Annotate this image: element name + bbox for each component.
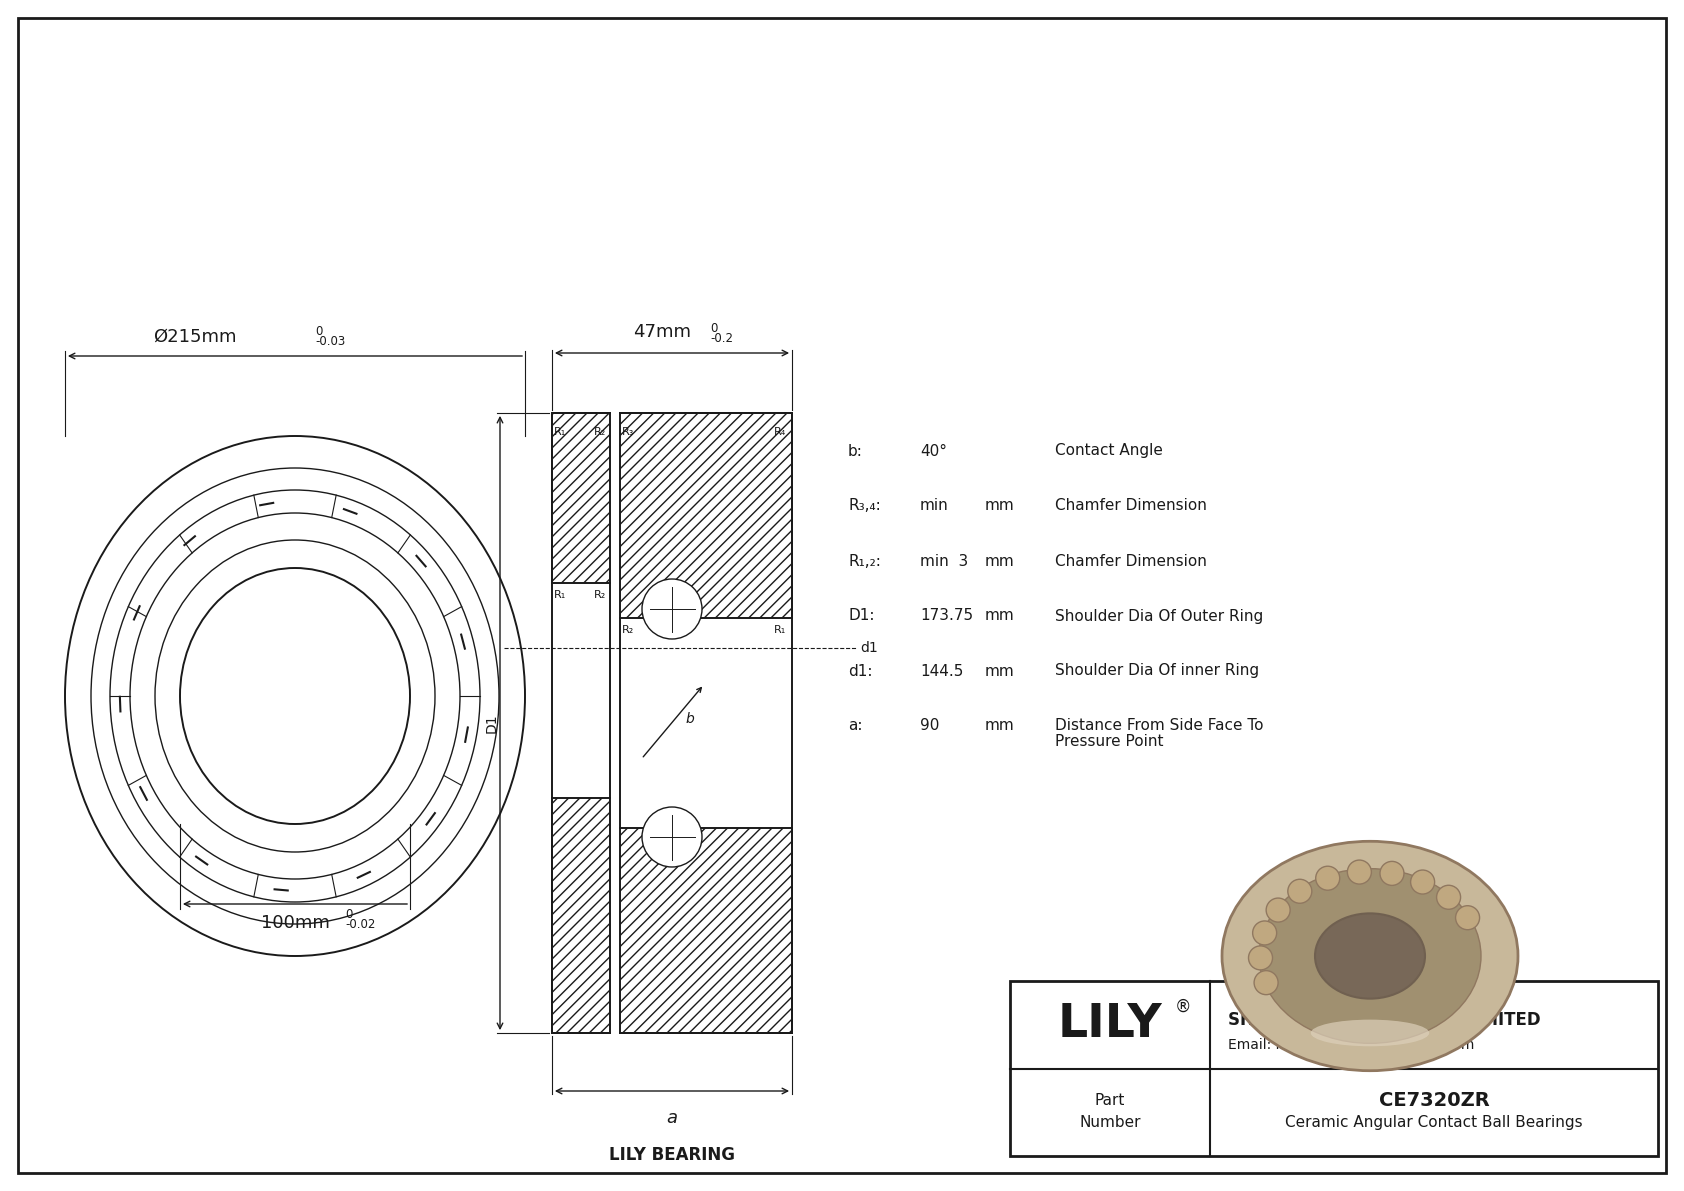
Ellipse shape (1310, 1019, 1430, 1046)
Text: min  3: min 3 (919, 554, 968, 568)
Text: mm: mm (985, 663, 1015, 679)
Text: Pressure Point: Pressure Point (1054, 735, 1164, 749)
Ellipse shape (1223, 841, 1517, 1071)
Text: a: a (667, 1109, 677, 1127)
Text: Shoulder Dia Of inner Ring: Shoulder Dia Of inner Ring (1054, 663, 1260, 679)
Polygon shape (552, 798, 610, 1033)
Text: D1: D1 (485, 713, 498, 732)
Text: ®: ® (1175, 998, 1192, 1016)
Text: Chamfer Dimension: Chamfer Dimension (1054, 499, 1207, 513)
Circle shape (1455, 905, 1480, 930)
Text: a:: a: (849, 718, 862, 734)
Text: Chamfer Dimension: Chamfer Dimension (1054, 554, 1207, 568)
Text: Shoulder Dia Of Outer Ring: Shoulder Dia Of Outer Ring (1054, 609, 1263, 624)
Text: mm: mm (985, 554, 1015, 568)
Text: 0: 0 (315, 325, 322, 338)
Text: Email: lilybearing@lily-bearing.com: Email: lilybearing@lily-bearing.com (1228, 1039, 1475, 1052)
Text: d1:: d1: (849, 663, 872, 679)
Polygon shape (552, 413, 610, 584)
Text: LILY BEARING: LILY BEARING (610, 1146, 734, 1164)
Text: Part: Part (1095, 1093, 1125, 1108)
Text: -0.02: -0.02 (345, 918, 376, 931)
Text: 40°: 40° (919, 443, 946, 459)
Text: R₃: R₃ (621, 428, 635, 437)
Polygon shape (620, 828, 791, 1033)
Text: CE7320ZR: CE7320ZR (1379, 1091, 1489, 1110)
Text: mm: mm (985, 718, 1015, 734)
Text: R₁: R₁ (554, 590, 566, 600)
Text: R₄: R₄ (775, 428, 786, 437)
Circle shape (642, 579, 702, 640)
Circle shape (1315, 866, 1340, 890)
Circle shape (1248, 946, 1273, 969)
Text: min: min (919, 499, 948, 513)
Text: Distance From Side Face To: Distance From Side Face To (1054, 718, 1263, 734)
Ellipse shape (1315, 913, 1425, 998)
Circle shape (642, 807, 702, 867)
Text: Number: Number (1079, 1115, 1140, 1130)
Text: -0.03: -0.03 (315, 335, 345, 348)
Circle shape (1255, 971, 1278, 994)
Text: SHANGHAI LILY BEARING LIMITED: SHANGHAI LILY BEARING LIMITED (1228, 1011, 1541, 1029)
Polygon shape (620, 413, 791, 618)
Text: d1: d1 (861, 641, 877, 655)
Text: R₃,₄:: R₃,₄: (849, 499, 881, 513)
Text: mm: mm (985, 609, 1015, 624)
Text: R₂: R₂ (594, 428, 606, 437)
Text: Contact Angle: Contact Angle (1054, 443, 1164, 459)
Text: R₁: R₁ (554, 428, 566, 437)
Text: 47mm: 47mm (633, 323, 690, 341)
Text: R₁: R₁ (775, 625, 786, 635)
Circle shape (1253, 921, 1276, 944)
Text: D1:: D1: (849, 609, 874, 624)
Text: R₂: R₂ (621, 625, 635, 635)
Text: 173.75: 173.75 (919, 609, 973, 624)
Text: R₁,₂:: R₁,₂: (849, 554, 881, 568)
Text: b:: b: (849, 443, 862, 459)
Circle shape (1411, 871, 1435, 894)
Circle shape (1288, 879, 1312, 903)
Text: 0: 0 (345, 908, 352, 921)
Text: 144.5: 144.5 (919, 663, 963, 679)
Bar (1010, 981, 1659, 1156)
Text: -0.2: -0.2 (711, 332, 733, 345)
Text: 90: 90 (919, 718, 940, 734)
Text: Ceramic Angular Contact Ball Bearings: Ceramic Angular Contact Ball Bearings (1285, 1115, 1583, 1130)
Text: mm: mm (985, 499, 1015, 513)
Text: R₂: R₂ (594, 590, 606, 600)
Text: LILY: LILY (1058, 1003, 1162, 1047)
Text: 100mm: 100mm (261, 913, 330, 933)
Text: Ø215mm: Ø215mm (153, 328, 237, 347)
Circle shape (1347, 860, 1371, 884)
Text: 0: 0 (711, 322, 717, 335)
Text: b: b (685, 712, 694, 727)
Circle shape (1436, 885, 1460, 909)
Circle shape (1266, 898, 1290, 922)
Ellipse shape (1260, 868, 1480, 1043)
Circle shape (1379, 861, 1404, 885)
